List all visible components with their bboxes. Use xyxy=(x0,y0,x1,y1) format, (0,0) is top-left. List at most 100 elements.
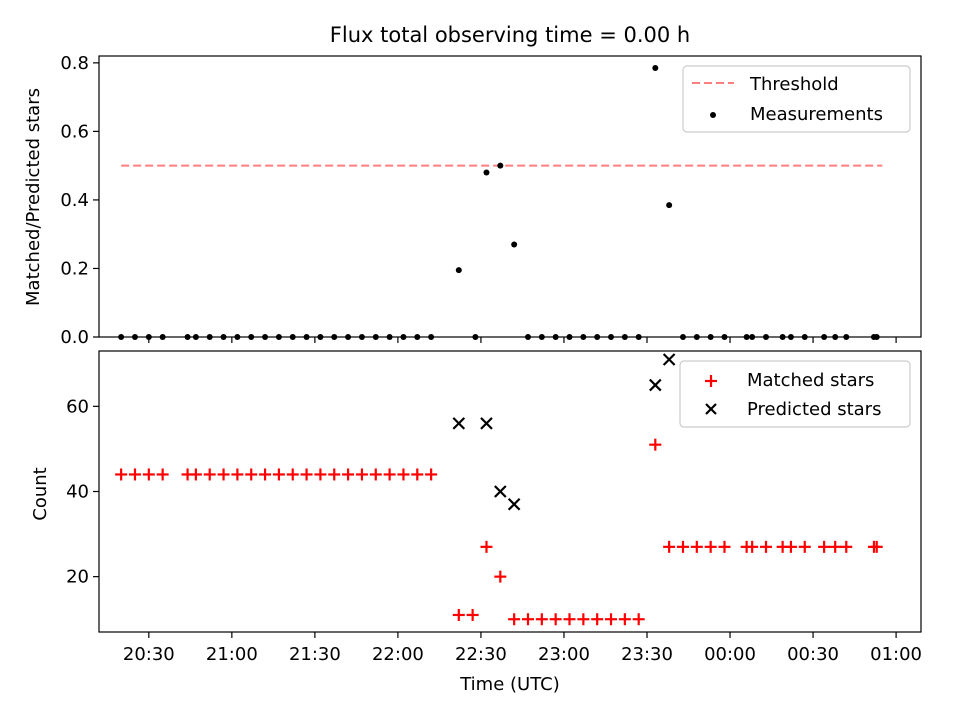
matched-star-point xyxy=(342,468,355,481)
measurements-legend-label: Measurements xyxy=(750,104,883,125)
matched-star-point xyxy=(203,468,216,481)
matched-star-point xyxy=(314,468,327,481)
bottom-xtick-label: 20:30 xyxy=(123,644,175,665)
top-ytick-label: 0.8 xyxy=(60,53,89,74)
matched-star-point xyxy=(676,540,689,553)
bottom-xtick-label: 23:00 xyxy=(538,644,590,665)
measurement-point xyxy=(455,267,462,274)
bottom-x-ticks: 20:30 21:00 21:30 22:00 22:30 23:00 23:30 00:00… xyxy=(123,632,922,665)
top-axes-frame xyxy=(98,55,922,338)
matched-star-point xyxy=(156,468,169,481)
matched-star-point xyxy=(798,540,811,553)
matched-star-point xyxy=(189,468,202,481)
bottom-xtick-label: 22:00 xyxy=(372,644,424,665)
bottom-y-axis-label: Count xyxy=(30,467,51,520)
bottom-y-ticks: 20 40 60 xyxy=(66,396,99,588)
matched-star-point xyxy=(577,613,590,626)
matched-star-point xyxy=(563,613,576,626)
matched-stars-points xyxy=(115,438,883,626)
bottom-xtick-label: 21:30 xyxy=(289,644,341,665)
matched-star-point xyxy=(272,468,285,481)
matched-star-point xyxy=(128,468,141,481)
matched-star-point xyxy=(535,613,548,626)
measurement-point xyxy=(497,162,504,169)
measurement-point xyxy=(483,169,490,176)
matched-legend-swatch xyxy=(705,375,717,387)
matched-star-point xyxy=(425,468,438,481)
bottom-panel: 20 40 60 20:30 21:00 21:30 22:00 22:30 23:00 23:… xyxy=(30,350,922,695)
matched-star-point xyxy=(508,613,521,626)
matched-star-point xyxy=(217,468,230,481)
matched-star-point xyxy=(300,468,313,481)
predicted-star-point xyxy=(649,378,662,392)
threshold-legend-label: Threshold xyxy=(749,74,839,95)
measurement-point xyxy=(652,64,659,71)
matched-star-point xyxy=(829,540,842,553)
matched-star-point xyxy=(452,608,465,621)
matched-star-point xyxy=(466,608,479,621)
matched-star-point xyxy=(704,540,717,553)
matched-star-point xyxy=(649,438,662,451)
matched-star-point xyxy=(480,540,493,553)
bottom-legend-box xyxy=(679,360,911,428)
bottom-ytick-label: 40 xyxy=(66,482,89,503)
predicted-star-point xyxy=(452,417,466,430)
matched-star-point xyxy=(231,468,244,481)
top-legend: Threshold Measurements xyxy=(682,65,911,133)
matched-star-point xyxy=(746,540,759,553)
matched-star-point xyxy=(870,540,883,553)
top-ytick-label: 0.0 xyxy=(60,327,89,348)
bottom-axes-frame xyxy=(98,350,922,633)
matched-star-point xyxy=(718,540,731,553)
matched-star-point xyxy=(328,468,341,481)
matched-star-point xyxy=(632,613,645,626)
matched-star-point xyxy=(618,613,631,626)
matched-star-point xyxy=(591,613,604,626)
top-legend-box xyxy=(682,65,911,133)
matched-star-point xyxy=(355,468,368,481)
matched-star-point xyxy=(245,468,258,481)
matched-star-point xyxy=(142,468,155,481)
measurement-point xyxy=(666,202,673,209)
chart-title: Flux total observing time = 0.00 h xyxy=(330,23,690,47)
matched-legend-label: Matched stars xyxy=(747,370,874,391)
matched-star-point xyxy=(411,468,424,481)
predicted-legend-label: Predicted stars xyxy=(747,399,881,420)
bottom-legend: Matched stars Predicted stars xyxy=(679,360,911,428)
top-panel: 0.00.20.40.60.8 Matched/Predicted stars … xyxy=(23,53,922,348)
matched-star-point xyxy=(286,468,299,481)
matched-star-point xyxy=(760,540,773,553)
predicted-star-point xyxy=(507,497,521,511)
top-y-axis-label: Matched/Predicted stars xyxy=(23,88,44,306)
matched-star-point xyxy=(784,540,797,553)
top-ytick-label: 0.4 xyxy=(60,190,89,211)
matched-star-point xyxy=(605,613,618,626)
measurements-legend-swatch xyxy=(710,112,716,118)
x-axis-label: Time (UTC) xyxy=(459,674,560,695)
bottom-xtick-label: 23:30 xyxy=(621,644,673,665)
top-ytick-label: 0.6 xyxy=(60,121,89,142)
matched-star-point xyxy=(840,540,853,553)
predicted-legend-swatch xyxy=(705,403,717,415)
predicted-star-point xyxy=(480,417,493,430)
matched-star-point xyxy=(521,613,534,626)
bottom-xtick-label: 01:00 xyxy=(870,644,922,665)
bottom-ytick-label: 60 xyxy=(66,396,89,417)
matched-star-point xyxy=(690,540,703,553)
matched-star-point xyxy=(494,570,507,583)
measurement-point xyxy=(511,241,518,248)
predicted-star-point xyxy=(494,485,507,498)
bottom-xtick-label: 22:30 xyxy=(455,644,507,665)
bottom-ytick-label: 20 xyxy=(66,567,89,588)
matched-star-point xyxy=(397,468,410,481)
predicted-star-point xyxy=(662,353,676,366)
matched-star-point xyxy=(818,540,831,553)
top-y-ticks: 0.0 0.2 0.4 0.6 0.8 xyxy=(60,53,99,348)
bottom-xtick-label: 00:00 xyxy=(704,644,756,665)
matched-star-point xyxy=(383,468,396,481)
bottom-xtick-label: 00:30 xyxy=(787,644,839,665)
matched-star-point xyxy=(115,468,128,481)
matched-star-point xyxy=(259,468,272,481)
